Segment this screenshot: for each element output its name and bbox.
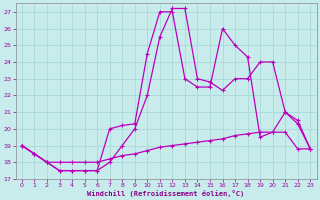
X-axis label: Windchill (Refroidissement éolien,°C): Windchill (Refroidissement éolien,°C) (87, 190, 245, 197)
